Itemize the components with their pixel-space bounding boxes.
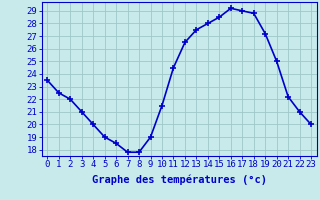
X-axis label: Graphe des températures (°c): Graphe des températures (°c) bbox=[92, 175, 267, 185]
